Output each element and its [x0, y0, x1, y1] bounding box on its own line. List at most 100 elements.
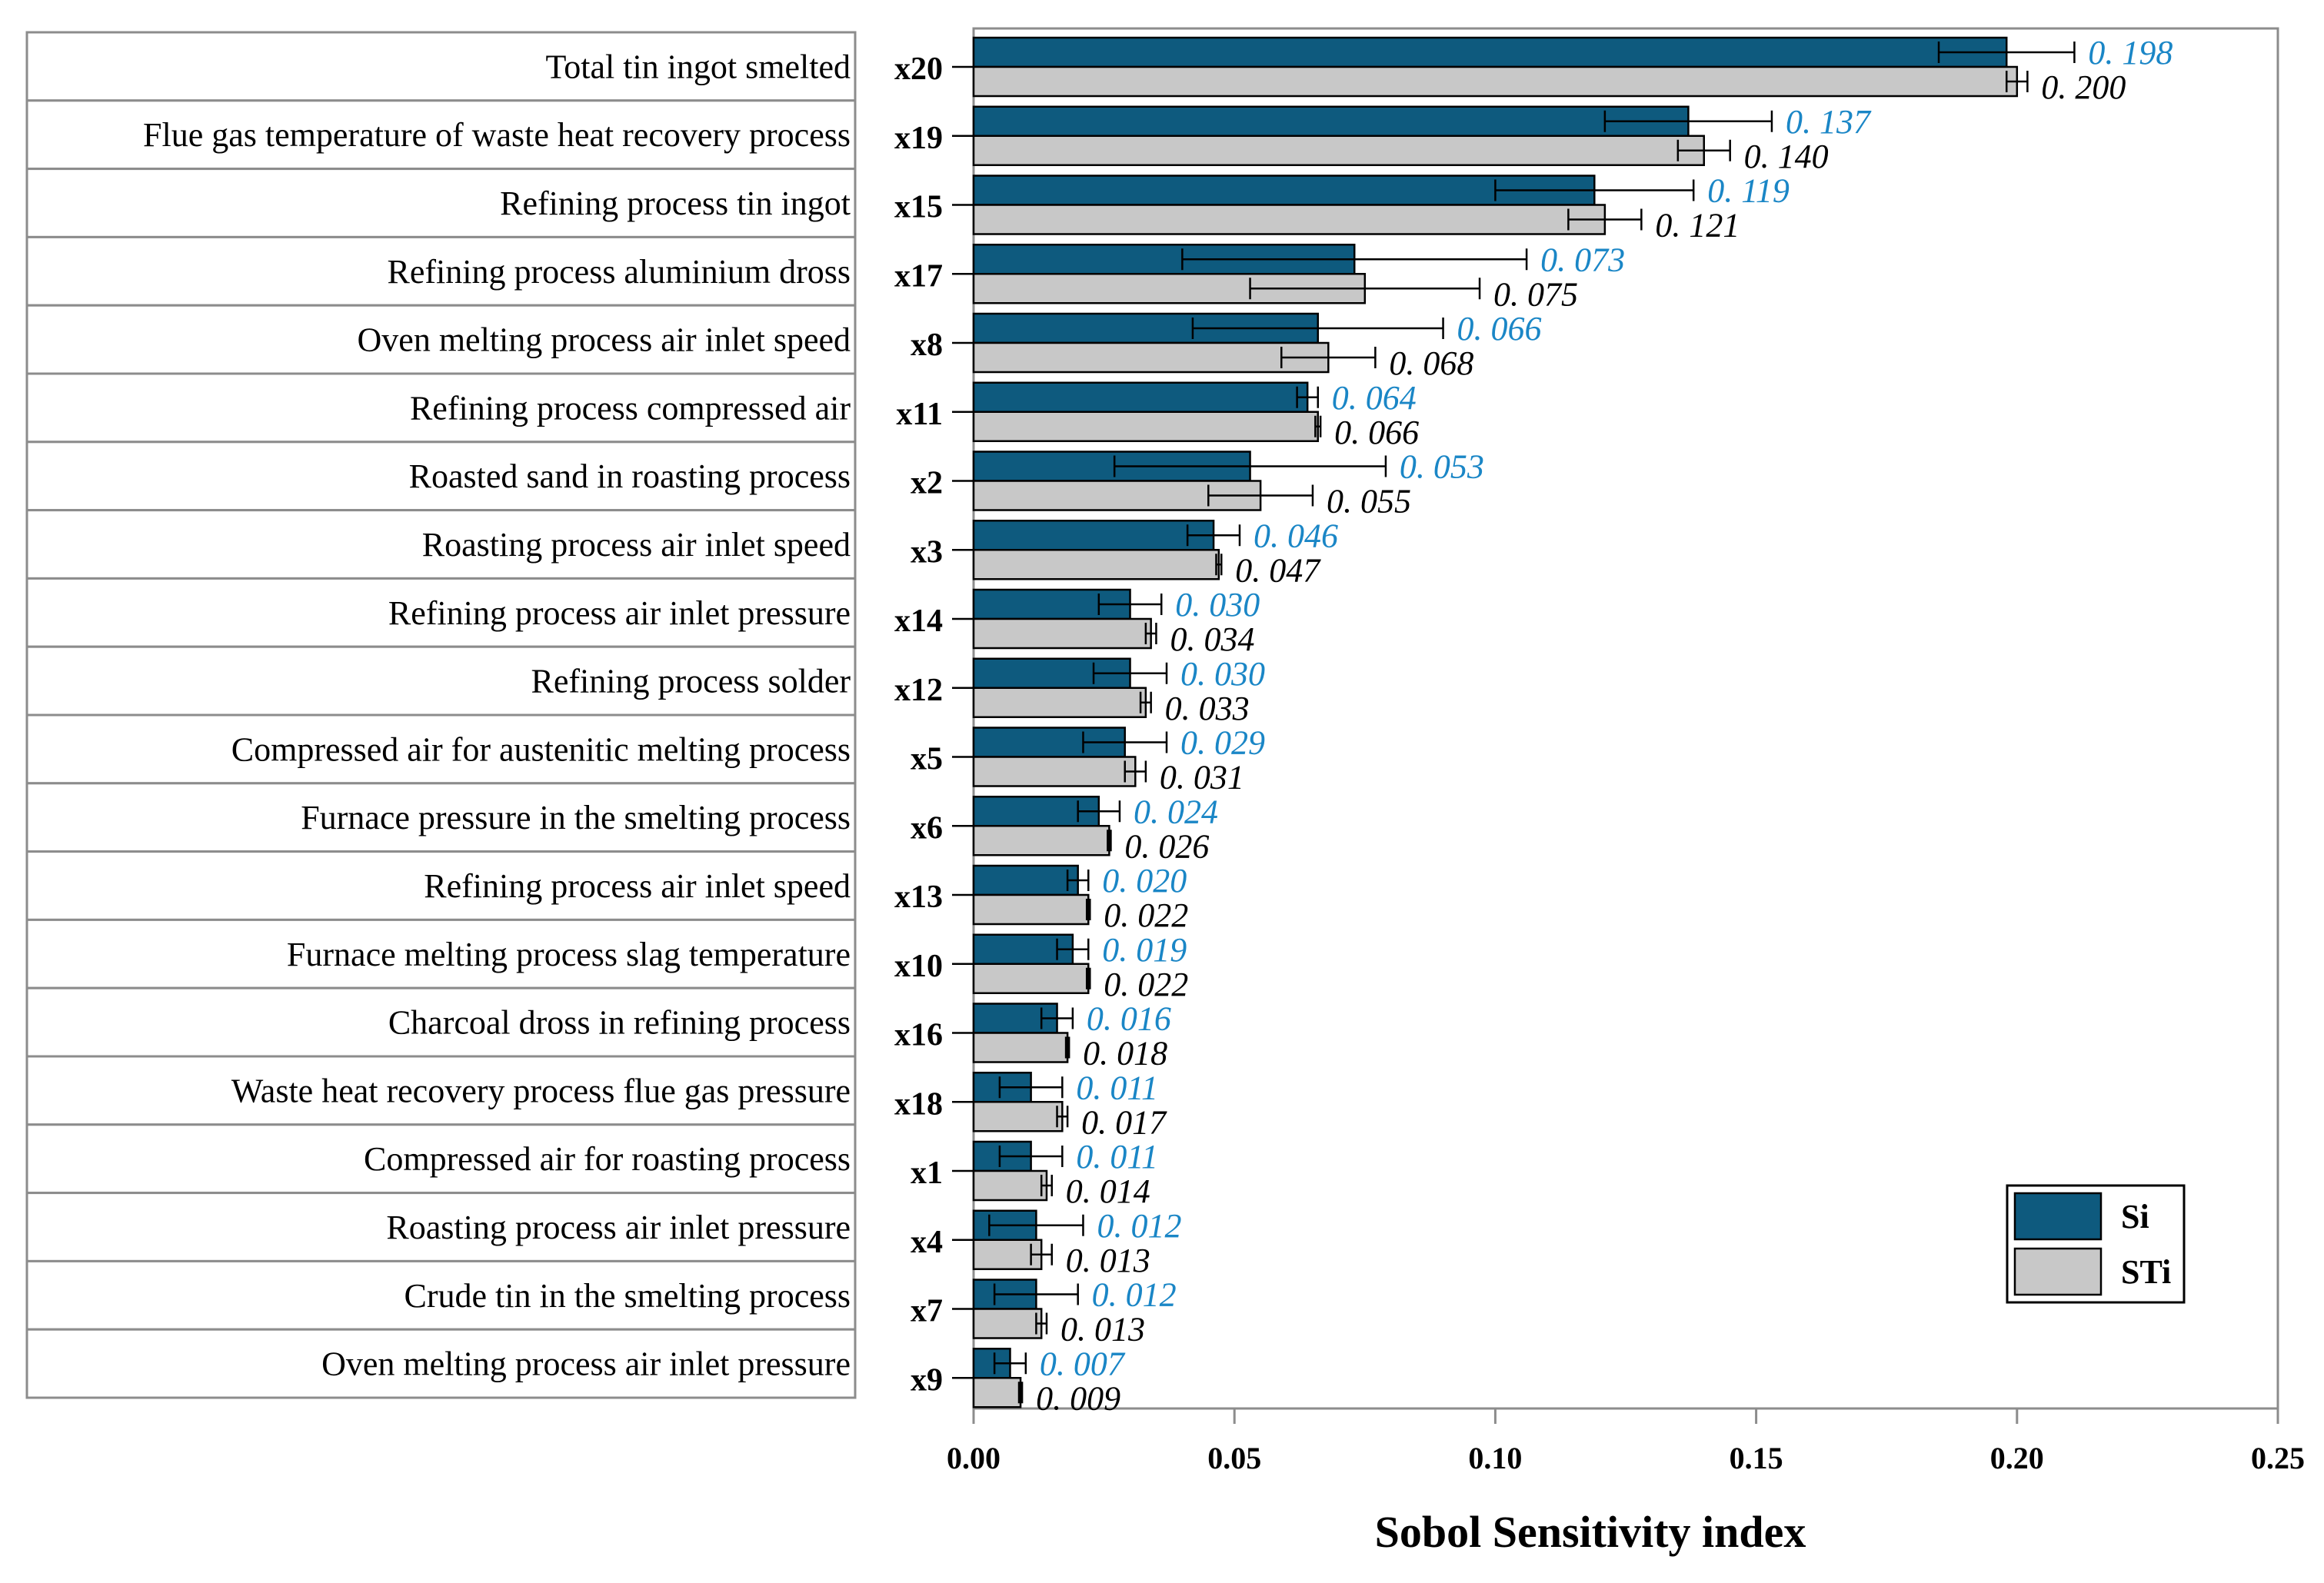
si-bar: [972, 175, 1596, 206]
sti-error-bar: [1035, 1312, 1048, 1335]
label-cell: [25, 168, 857, 238]
variable-code: x13: [894, 880, 943, 915]
sti-error-bar: [1249, 278, 1481, 300]
variable-code: x3: [911, 534, 943, 570]
sti-bar: [972, 963, 1090, 994]
parameter-label: Refining process aluminium dross: [388, 253, 851, 291]
sti-error-bar: [1124, 760, 1147, 783]
sti-error-bar: [1085, 967, 1091, 989]
sti-value-label: 0. 140: [1744, 138, 1829, 175]
si-value-label: 0. 019: [1102, 931, 1187, 969]
variable-code: x1: [911, 1156, 943, 1191]
variable-code: x6: [911, 810, 943, 846]
sti-value-label: 0. 055: [1327, 483, 1411, 520]
parameter-label: Furnace pressure in the smelting process: [301, 799, 851, 836]
variable-code: x11: [896, 397, 943, 432]
sti-error-bar: [1676, 139, 1731, 161]
sti-bar: [972, 617, 1152, 650]
sti-bar: [972, 549, 1220, 580]
sti-value-label: 0. 068: [1389, 344, 1473, 382]
si-value-label: 0. 024: [1134, 793, 1218, 830]
sti-value-label: 0. 075: [1493, 275, 1578, 313]
sti-value-label: 0. 014: [1066, 1172, 1150, 1210]
si-error-bar: [1082, 731, 1168, 753]
variable-code: x20: [894, 52, 943, 87]
plot-frame: [972, 27, 2279, 1410]
x-tick-label: 0.25: [2251, 1441, 2305, 1475]
sti-error-bar: [1017, 1382, 1024, 1404]
si-error-bar: [1113, 455, 1387, 477]
legend-entry-si: Si: [2121, 1198, 2149, 1235]
si-error-bar: [993, 1352, 1027, 1375]
si-error-bar: [1186, 524, 1241, 547]
parameter-label: Oven melting process air inlet speed: [358, 321, 851, 359]
variable-code: x7: [911, 1294, 943, 1329]
sti-error-bar: [1107, 830, 1112, 852]
parameter-label: Refining process tin ingot: [500, 185, 851, 222]
parameter-label: Refining process compressed air: [410, 389, 851, 427]
label-cell: [25, 1123, 857, 1195]
legend: Si STi: [2006, 1184, 2186, 1304]
label-cell: [25, 235, 857, 307]
sti-value-label: 0. 022: [1104, 896, 1188, 934]
sti-error-bar: [1040, 1175, 1054, 1196]
variable-code: x5: [911, 742, 943, 777]
si-value-label: 0. 053: [1400, 448, 1484, 486]
si-error-bar: [1494, 179, 1695, 201]
x-tick-label: 0.10: [1468, 1441, 1522, 1475]
label-cell: [25, 1192, 857, 1262]
legend-swatch-sti: [2013, 1247, 2103, 1296]
si-error-bar: [1040, 1007, 1074, 1029]
sti-error-bar: [1215, 554, 1223, 576]
si-value-label: 0. 012: [1092, 1276, 1177, 1314]
sti-error-bar: [1064, 1036, 1070, 1059]
legend-swatch-si: [2013, 1192, 2103, 1241]
sti-bar: [972, 687, 1147, 718]
sti-bar: [972, 135, 1706, 166]
si-value-label: 0. 007: [1040, 1345, 1126, 1382]
parameter-label: Total tin ingot smelted: [545, 48, 851, 85]
label-cell: [25, 918, 857, 989]
sti-value-label: 0. 034: [1170, 620, 1254, 658]
parameter-label-table: Total tin ingot smelted Flue gas temperat…: [25, 31, 857, 1399]
si-value-label: 0. 073: [1540, 241, 1625, 278]
si-value-label: 0. 066: [1457, 310, 1542, 348]
sti-bar: [972, 825, 1110, 856]
legend-entry-sti: STi: [2121, 1253, 2171, 1291]
sti-bar: [972, 1308, 1043, 1339]
sti-value-label: 0. 200: [2041, 68, 2126, 106]
x-axis-label: Sobol Sensitivity index: [1375, 1507, 1806, 1557]
sti-value-label: 0. 022: [1104, 966, 1188, 1003]
sti-bar: [972, 65, 2019, 98]
sti-value-label: 0. 017: [1081, 1103, 1167, 1141]
si-error-bar: [1937, 42, 2076, 63]
parameter-label: Refining process solder: [531, 663, 851, 700]
variable-code: x18: [894, 1086, 943, 1122]
x-tick-label: 0.00: [947, 1441, 1001, 1475]
sti-bar: [972, 756, 1137, 787]
parameter-label: Roasting process air inlet speed: [422, 526, 851, 564]
si-value-label: 0. 198: [2088, 34, 2173, 72]
parameter-label: Flue gas temperature of waste heat recov…: [143, 116, 851, 154]
si-bar: [972, 520, 1215, 551]
sti-error-bar: [1567, 208, 1643, 231]
parameter-label: Oven melting process air inlet pressure: [321, 1345, 851, 1383]
sti-value-label: 0. 066: [1334, 414, 1419, 451]
sti-error-bar: [1030, 1243, 1054, 1265]
sti-bar: [972, 1032, 1069, 1063]
sti-bar: [972, 204, 1606, 235]
variable-code: x19: [894, 121, 943, 156]
si-value-label: 0. 137: [1786, 103, 1872, 141]
label-cell: [25, 645, 857, 717]
parameter-label: Crude tin in the smelting process: [405, 1277, 851, 1315]
si-error-bar: [1056, 938, 1090, 960]
si-value-label: 0. 029: [1180, 724, 1265, 762]
parameter-label: Roasting process air inlet pressure: [386, 1209, 851, 1246]
si-error-bar: [1603, 110, 1773, 132]
sti-value-label: 0. 009: [1036, 1379, 1120, 1417]
sti-bar: [972, 893, 1090, 926]
sti-error-bar: [1207, 484, 1314, 507]
variable-code: x15: [894, 190, 943, 225]
sti-value-label: 0. 013: [1060, 1311, 1145, 1349]
